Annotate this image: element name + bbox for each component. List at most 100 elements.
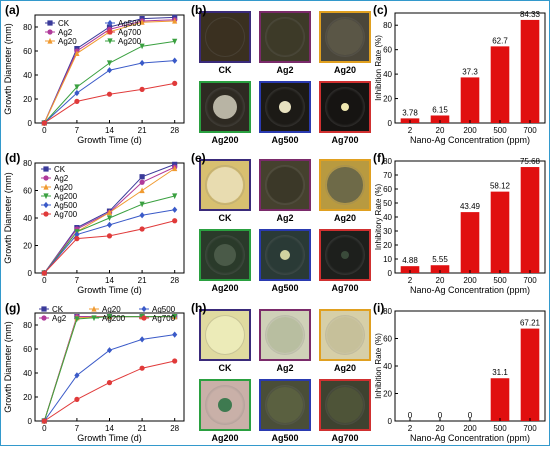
data-label: 58.12: [490, 182, 511, 191]
dish-label: Ag500: [271, 433, 299, 443]
x-tick-label: 500: [493, 424, 507, 433]
fungal-colony: [218, 398, 232, 412]
data-point: [91, 305, 97, 312]
dish-label: Ag700: [331, 433, 359, 443]
y-tick-label: 40: [23, 369, 32, 378]
data-point: [139, 59, 145, 67]
panel-tag: (c): [373, 3, 388, 17]
petri-dish-ag200: [199, 229, 251, 281]
bar: [430, 115, 450, 123]
panel-b: CK Ag2 Ag20 Ag200 Ag500 Ag700: [191, 1, 373, 149]
dish-label: Ag2: [276, 363, 294, 373]
legend-label: Ag200: [102, 314, 126, 323]
y-tick-label: 80: [23, 321, 32, 330]
y-tick-label: 40: [23, 214, 32, 223]
data-point: [139, 212, 145, 219]
legend-label: Ag200: [118, 37, 142, 46]
petri-dish-ag20: [319, 11, 371, 63]
petri-dish-ag2: [259, 11, 311, 63]
inhibition-chart-f: 0 10 20 30 40 50 60 70 80 2 4.88 20 5.55 200 43.49 500 5…: [374, 157, 546, 295]
legend-label: Ag2: [54, 174, 69, 183]
x-axis-label: Nano-Ag Concentration (ppm): [410, 433, 530, 443]
data-point: [139, 187, 145, 194]
x-tick-label: 7: [75, 424, 80, 433]
y-tick-label: 60: [23, 47, 32, 56]
bar: [490, 46, 510, 123]
dish-label: Ag500: [271, 283, 299, 293]
y-tick-label: 0: [28, 119, 33, 128]
x-tick-label: 7: [75, 276, 80, 285]
data-label: 84.33: [520, 10, 541, 19]
panel-e: CK Ag2 Ag20 Ag200 Ag500 Ag700: [191, 149, 373, 299]
fungal-colony: [267, 387, 303, 423]
legend-label: Ag500: [152, 305, 176, 314]
data-point: [74, 372, 80, 379]
legend-label: CK: [58, 19, 70, 28]
data-label: 62.7: [492, 36, 508, 45]
dish-label: CK: [218, 65, 232, 75]
data-point: [139, 86, 145, 92]
data-point: [74, 316, 80, 323]
legend-label: Ag500: [54, 201, 78, 210]
x-tick-label: 0: [42, 126, 47, 135]
data-point: [74, 98, 80, 104]
fungal-colony: [326, 316, 364, 354]
series-line: [44, 360, 175, 422]
data-label: 3.78: [402, 108, 418, 117]
data-label: 75.68: [520, 157, 541, 166]
fungal-colony: [206, 316, 244, 354]
data-point: [74, 396, 80, 402]
data-label: 31.1: [492, 368, 508, 377]
x-axis-label: Growth Time (d): [77, 433, 142, 443]
panel-tag: (f): [373, 151, 385, 165]
x-tick-label: 20: [436, 126, 445, 135]
fungal-colony: [341, 103, 349, 111]
panel-a: 0 7 14 21 28 0 20 40 60 80 Growth Time (d) Growth D…: [1, 1, 191, 149]
panel-tag: (a): [5, 3, 20, 17]
data-point: [172, 314, 178, 320]
panel-h: CK Ag2 Ag20 Ag200 Ag500 Ag700: [191, 299, 373, 447]
petri-dish-ck: [199, 159, 251, 211]
dish-label: Ag20: [333, 363, 356, 373]
legend-label: CK: [52, 305, 64, 314]
legend-label: Ag200: [54, 192, 78, 201]
legend-label: Ag700: [54, 210, 78, 219]
growth-chart-a: 0 7 14 21 28 0 20 40 60 80 Growth Time (d) Growth D…: [3, 14, 185, 145]
data-point: [107, 19, 113, 27]
data-point: [91, 315, 97, 322]
fungal-colony: [267, 167, 303, 203]
fungal-colony: [327, 19, 363, 55]
dish-label: Ag20: [333, 213, 356, 223]
y-tick-label: 80: [383, 157, 392, 166]
y-axis-label: Growth Diameter (mm): [3, 321, 13, 413]
x-axis-label: Nano-Ag Concentration (ppm): [410, 135, 530, 145]
dish-label: Ag20: [333, 65, 356, 75]
y-tick-label: 0: [388, 269, 393, 278]
x-tick-label: 28: [170, 424, 179, 433]
petri-dish-ck: [199, 11, 251, 63]
growth-chart-g: 0 7 14 21 28 0 20 40 60 80 Growth Time (d) Growth D…: [3, 305, 185, 443]
series-line: [43, 316, 175, 422]
data-label: 5.55: [432, 255, 448, 264]
inhibition-chart-i: 02040608020200200050031.170067.21Nano-Ag…: [374, 307, 546, 443]
data-point: [106, 67, 113, 74]
dish-label: CK: [218, 363, 232, 373]
y-tick-label: 0: [388, 417, 393, 426]
y-tick-label: 60: [383, 46, 392, 55]
fungal-colony: [213, 95, 237, 119]
x-tick-label: 20: [436, 424, 445, 433]
fungal-colony: [206, 18, 244, 56]
dish-label: Ag700: [331, 135, 359, 145]
data-point: [43, 175, 49, 181]
y-tick-label: 60: [383, 185, 392, 194]
data-point: [106, 91, 113, 97]
petri-dish-ag2: [259, 159, 311, 211]
y-tick-label: 80: [383, 307, 392, 316]
panel-f: 0 10 20 30 40 50 60 70 80 2 4.88 20 5.55 200 43.49 500 5…: [373, 149, 550, 299]
bar: [490, 378, 510, 421]
x-tick-label: 21: [138, 126, 147, 135]
series-line: [43, 316, 175, 422]
data-point: [172, 57, 178, 64]
data-point: [47, 20, 53, 26]
x-tick-label: 200: [463, 424, 477, 433]
